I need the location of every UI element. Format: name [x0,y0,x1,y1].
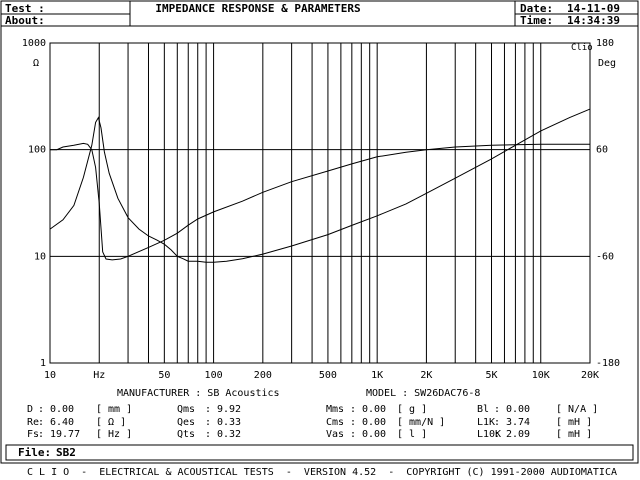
param-value: 0.00 [506,404,530,415]
param-name: Qms [177,404,195,415]
impedance-chart: 10 Hz 50 100 200 500 1K 2K 5K 10K 20K1000100101180… [22,38,620,381]
param-name: Vas [326,429,344,440]
param-unit: [ g ] [397,404,427,415]
param-name: Qts [177,429,195,440]
y-left-tick-label: 10 [34,251,46,262]
param-unit: [ mm ] [96,404,132,415]
param-value: 9.92 [217,404,241,415]
param-unit: [ mH ] [556,417,592,428]
param-name: Qes [177,417,195,428]
param-value: 0.33 [217,417,241,428]
param-value: 0.00 [50,404,74,415]
y-right-tick-label: 180 [596,38,614,49]
x-tick-label: 10 [44,370,56,381]
chart-tick-labels: 10 Hz 50 100 200 500 1K 2K 5K 10K 20K1000100101180… [22,38,620,381]
y-left-tick-label: 1 [40,358,46,369]
param-unit: [ l ] [397,429,427,440]
x-tick-label: 100 [205,370,223,381]
window-title: IMPEDANCE RESPONSE & PARAMETERS [155,2,360,15]
x-tick-label: 2K [420,370,432,381]
param-name: L1K [477,417,495,428]
param-separator: : [350,429,356,440]
param-separator: : [350,417,356,428]
chart-series [49,108,591,263]
param-separator: : [494,417,500,428]
param-separator: : [38,417,44,428]
param-separator: : [205,417,211,428]
x-tick-label: 10K [532,370,550,381]
param-name: Fs [27,429,39,440]
param-name: L10K [477,429,501,440]
param-separator: : [38,404,44,415]
x-tick-label: 5K [485,370,497,381]
param-name: Cms [326,417,344,428]
file-label: File: [18,446,51,459]
chart-grid [50,43,590,363]
window-frame [0,0,639,464]
x-tick-label: 50 [158,370,170,381]
footer-copyright: C L I O - ELECTRICAL & ACOUSTICAL TESTS … [27,467,617,478]
impedance-curve [49,108,591,263]
date-value: 14-11-09 [567,2,620,15]
y-right-tick-label: -180 [596,358,620,369]
param-value: 2.09 [506,429,530,440]
x-tick-label: 200 [254,370,272,381]
param-value: 0.00 [362,404,386,415]
right-unit-label: Deg [598,58,616,69]
param-unit: [ Hz ] [96,429,132,440]
clio-brand: Clio [571,43,593,53]
param-unit: [ mm/N ] [397,417,445,428]
parameters-panel: MANUFACTURER : SB Acoustics MODEL : SW26… [27,388,598,440]
plot-frame [49,42,591,364]
param-value: 6.40 [50,417,74,428]
test-label: Test : [5,2,45,15]
y-left-tick-label: 1000 [22,38,46,49]
file-value: SB2 [56,446,76,459]
param-value: 0.00 [362,429,386,440]
left-unit-label: Ω [33,58,39,69]
param-separator: : [350,404,356,415]
param-name: D [27,404,33,415]
model-label: MODEL : SW26DAC76-8 [366,388,480,399]
param-separator: : [205,429,211,440]
param-name: Bl [477,404,489,415]
date-label: Date: [520,2,553,15]
param-name: Mms [326,404,344,415]
file-box: File: SB2 [5,444,634,461]
parameter-table: D:0.00[ mm ]Re: 6.40[ Ω ]Fs: 19.77[ Hz ]Qm… [27,404,598,440]
x-tick-label: 20K [581,370,599,381]
time-label: Time: [520,14,553,27]
param-value: 19.77 [50,429,80,440]
x-tick-label: 1K [371,370,383,381]
param-separator: : [38,429,44,440]
param-separator: : [205,404,211,415]
param-value: 0.00 [362,417,386,428]
param-value: 3.74 [506,417,530,428]
param-separator: : [494,404,500,415]
about-label: About: [5,14,45,27]
phase-curve [50,142,590,261]
param-unit: [ Ω ] [96,417,126,428]
x-tick-label: 500 [319,370,337,381]
param-unit: [ N/A ] [556,404,598,415]
param-unit: [ mH ] [556,429,592,440]
param-separator: : [494,429,500,440]
time-value: 14:34:39 [567,14,620,27]
manufacturer-label: MANUFACTURER : SB Acoustics [117,388,280,399]
x-tick-label: Hz [93,370,105,381]
header: Test : About: IMPEDANCE RESPONSE & PARAM… [1,1,638,27]
y-left-tick-label: 100 [28,145,46,156]
y-right-tick-label: 60 [596,145,608,156]
param-name: Re [27,417,39,428]
param-value: 0.32 [217,429,241,440]
y-right-tick-label: -60 [596,251,614,262]
